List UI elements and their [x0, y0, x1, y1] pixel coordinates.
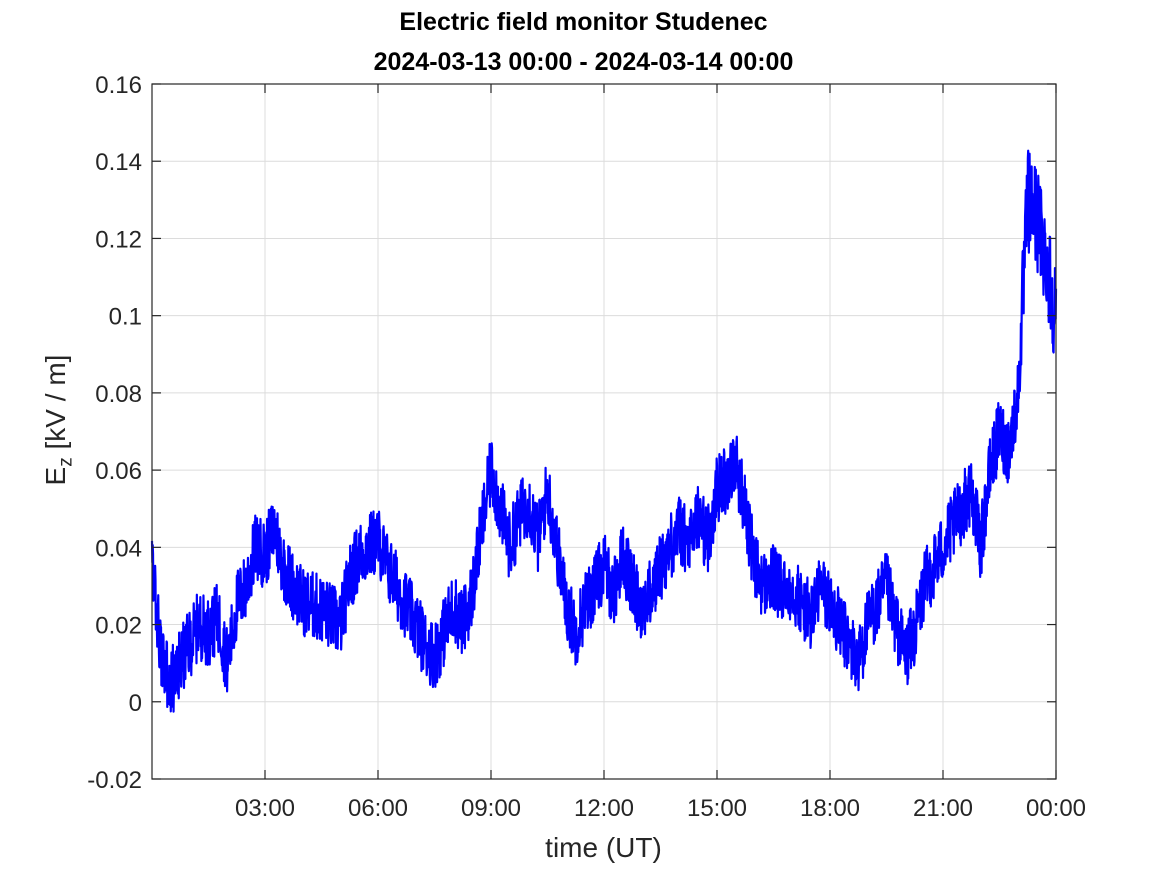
y-axis-label: Ez [kV / m]: [40, 355, 78, 486]
x-tick-label: 15:00: [687, 795, 747, 822]
y-axis-label-sub: z: [55, 457, 77, 467]
y-axis-label-main: E: [40, 466, 71, 486]
y-tick-label: 0.16: [95, 72, 142, 99]
y-axis-label-unit: [kV / m]: [40, 354, 71, 450]
x-tick-label: 18:00: [800, 795, 860, 822]
chart-title: Electric field monitor Studenec: [399, 8, 768, 36]
chart-subtitle: 2024-03-13 00:00 - 2024-03-14 00:00: [373, 48, 794, 76]
y-tick-label: 0.02: [95, 613, 142, 640]
y-tick-label: 0.06: [95, 458, 142, 485]
y-tick-label: 0.1: [109, 304, 142, 331]
y-tick-label: 0.12: [95, 226, 142, 253]
y-tick-label: 0.04: [95, 535, 142, 562]
x-tick-label: 06:00: [348, 795, 408, 822]
y-tick-label: 0.08: [95, 381, 142, 408]
x-axis-label: time (UT): [545, 832, 662, 863]
series-line: [150, 149, 1058, 713]
x-tick-label: 12:00: [574, 795, 634, 822]
y-tick-label: 0: [129, 690, 142, 717]
x-tick-label: 21:00: [913, 795, 973, 822]
y-tick-label: 0.14: [95, 149, 142, 176]
y-tick-label: -0.02: [87, 767, 142, 794]
x-tick-label: 00:00: [1026, 795, 1086, 822]
x-tick-label: 09:00: [461, 795, 521, 822]
x-tick-label: 03:00: [235, 795, 295, 822]
